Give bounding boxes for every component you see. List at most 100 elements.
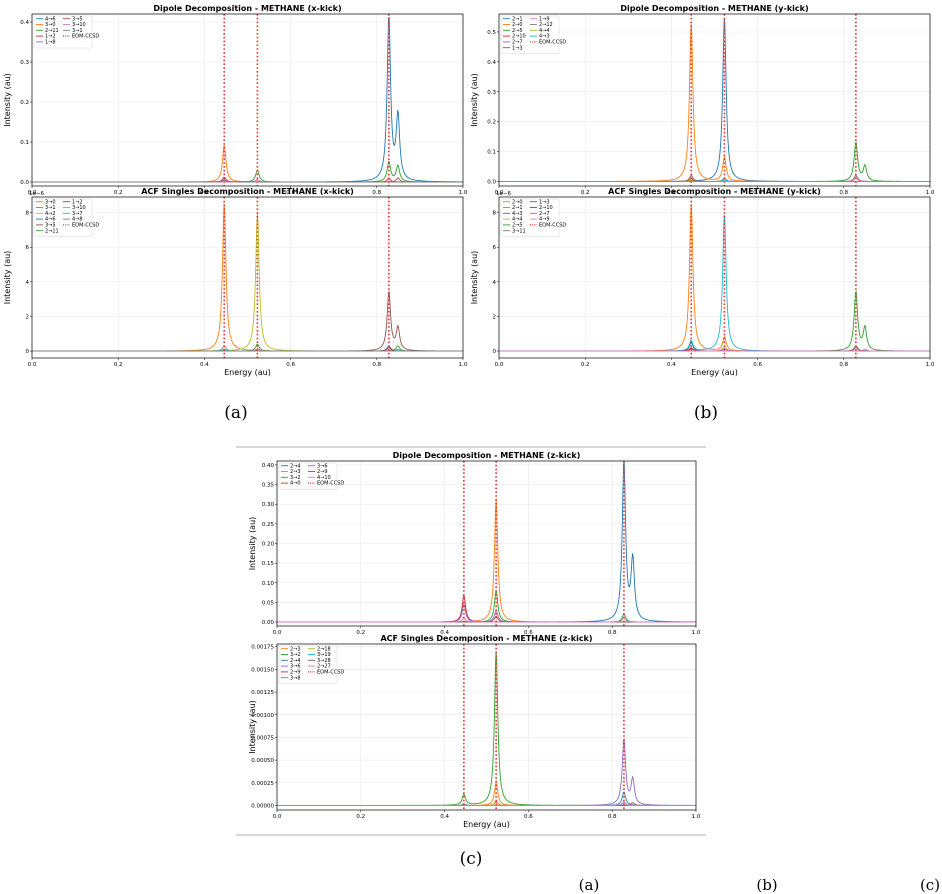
c-bottom-series-0 bbox=[277, 781, 696, 806]
a-top-series-7 bbox=[32, 179, 463, 183]
b-bottom-y-exponent: 1e−6 bbox=[496, 191, 511, 197]
b-bottom-ytick-label-1: 2 bbox=[493, 314, 497, 320]
c-top-ytick-label-1: 0.05 bbox=[262, 600, 275, 606]
a-bottom-legend-label-8: 3→7 bbox=[72, 211, 83, 217]
a-bottom-legend-label-9: 4→8 bbox=[72, 217, 83, 223]
b-top-legend-label-4: 2→7 bbox=[512, 40, 523, 46]
caption-ref-b: (b) bbox=[756, 876, 777, 894]
c-bottom-ytick-label-0: 0.00000 bbox=[251, 803, 274, 809]
b-top-legend-label-1: 2→0 bbox=[512, 22, 523, 28]
a-top-ylabel: Intensity (au) bbox=[3, 73, 12, 127]
b-top-legend-label-3: 2→10 bbox=[512, 34, 526, 40]
b-bottom-xtick-label-5: 1.0 bbox=[926, 362, 935, 368]
a-bottom-ytick-label-4: 8 bbox=[26, 211, 30, 217]
c-bottom-legend-label-8: 3→28 bbox=[317, 658, 331, 664]
a-top-legend-label-4: 1→8 bbox=[45, 40, 56, 46]
sublabel-c: (c) bbox=[460, 849, 483, 869]
a-bottom-axes-frame bbox=[31, 196, 464, 359]
b-top-ytick-label-0: 0.0 bbox=[487, 180, 496, 186]
a-top-legend-label-7: 3→1 bbox=[72, 28, 83, 34]
b-bottom-ytick-label-3: 6 bbox=[493, 245, 497, 251]
b-bottom-legend-label-0: 2→0 bbox=[512, 199, 523, 205]
b-bottom-series-4 bbox=[499, 290, 930, 352]
b-bottom-legend-label-5: 3→11 bbox=[512, 228, 526, 234]
a-top-xtick-label-5: 1.0 bbox=[459, 190, 468, 196]
c-bottom-xtick-label-3: 0.6 bbox=[524, 814, 533, 820]
c-bottom-legend-label-4: 2→9 bbox=[290, 670, 301, 676]
c-top-xtick-label-4: 0.8 bbox=[608, 630, 617, 636]
a-top-ytick-label-2: 0.2 bbox=[20, 100, 29, 106]
c-top-legend-label-7: EOM-CCSD bbox=[317, 481, 344, 487]
c-bottom-xtick-label-0: 0.0 bbox=[273, 814, 282, 820]
c-bottom-xtick-label-5: 1.0 bbox=[692, 814, 701, 820]
c-bottom-ytick-label-2: 0.00050 bbox=[251, 758, 274, 764]
c-bottom-legend-label-1: 3→2 bbox=[290, 652, 301, 658]
b-bottom-series-1 bbox=[499, 214, 930, 352]
c-top-ytick-label-0: 0.00 bbox=[262, 620, 275, 626]
a-top-legend-label-2: 2→11 bbox=[45, 28, 59, 34]
b-top-series-9 bbox=[499, 179, 930, 182]
a-bottom-ylabel: Intensity (au) bbox=[3, 251, 12, 305]
b-top-legend-label-10: EOM-CCSD bbox=[539, 40, 566, 46]
b-top-title: Dipole Decomposition - METHANE (y-kick) bbox=[620, 4, 808, 13]
a-top-axes-frame bbox=[31, 13, 464, 187]
c-bottom-ytick-label-6: 0.00150 bbox=[251, 667, 274, 673]
c-bottom-legend-label-6: 2→18 bbox=[317, 646, 331, 652]
c-top-legend-label-3: 4→0 bbox=[290, 481, 301, 487]
c-top-ytick-label-2: 0.10 bbox=[262, 581, 275, 587]
a-top-legend-label-1: 3→0 bbox=[45, 22, 56, 28]
sublabel-b: (b) bbox=[694, 403, 718, 423]
c-bottom-title: ACF Singles Decomposition - METHANE (z-k… bbox=[380, 634, 592, 643]
c-bottom-series-3 bbox=[277, 738, 696, 806]
a-top-series-1 bbox=[32, 145, 463, 183]
a-top-legend-label-8: EOM-CCSD bbox=[72, 34, 99, 40]
b-top-xtick-label-1: 0.2 bbox=[581, 190, 590, 196]
c-bottom-legend-box bbox=[278, 645, 338, 684]
a-bottom-legend-label-6: 1→2 bbox=[72, 199, 83, 205]
b-bottom-xtick-label-0: 0.0 bbox=[495, 362, 504, 368]
b-bottom-xlabel: Energy (au) bbox=[691, 368, 738, 377]
b-bottom-legend-label-10: EOM-CCSD bbox=[539, 223, 566, 229]
c-bottom-xtick-label-2: 0.4 bbox=[440, 814, 449, 820]
a-bottom-xtick-label-2: 0.4 bbox=[200, 362, 209, 368]
b-top-legend-label-5: 1→3 bbox=[512, 45, 523, 51]
c-bottom-legend-label-2: 2→4 bbox=[290, 658, 301, 664]
c-bottom-legend-label-7: 3→19 bbox=[317, 652, 331, 658]
b-bottom-legend-label-6: 1→3 bbox=[539, 199, 550, 205]
b-top-xtick-label-5: 1.0 bbox=[926, 190, 935, 196]
b-top-ytick-label-4: 0.4 bbox=[487, 60, 496, 66]
c-top-ytick-label-6: 0.30 bbox=[262, 502, 275, 508]
b-bottom-legend-label-8: 2→7 bbox=[539, 211, 550, 217]
c-bottom-legend-label-0: 2→3 bbox=[290, 646, 301, 652]
b-top-legend-label-8: 4→4 bbox=[539, 28, 550, 34]
c-bottom-ytick-label-7: 0.00175 bbox=[251, 645, 274, 651]
a-bottom-legend-label-10: EOM-CCSD bbox=[72, 223, 99, 229]
b-bottom-title: ACF Singles Decomposition - METHANE (y-k… bbox=[608, 187, 821, 196]
b-top-series-1 bbox=[499, 23, 930, 182]
c-bottom-xtick-label-4: 0.8 bbox=[608, 814, 617, 820]
c-bottom-legend-label-3: 3→6 bbox=[290, 664, 301, 670]
a-top-series-2 bbox=[32, 160, 463, 183]
b-bottom-ytick-label-4: 8 bbox=[493, 211, 497, 217]
b-top-series-2 bbox=[499, 141, 930, 182]
a-bottom-xtick-label-1: 0.2 bbox=[114, 362, 123, 368]
sublabel-a: (a) bbox=[224, 403, 247, 423]
c-bottom-xlabel: Energy (au) bbox=[463, 820, 510, 829]
c-top-xtick-label-5: 1.0 bbox=[692, 630, 701, 636]
a-bottom-y-exponent: 1e−6 bbox=[29, 191, 44, 197]
b-bottom-legend-label-1: 2→1 bbox=[512, 205, 523, 211]
c-bottom-ytick-label-4: 0.00100 bbox=[251, 713, 274, 719]
a-top-title: Dipole Decomposition - METHANE (x-kick) bbox=[153, 4, 341, 13]
b-top-xtick-label-0: 0.0 bbox=[495, 190, 504, 196]
a-bottom-legend-label-1: 3→1 bbox=[45, 205, 56, 211]
c-top-legend-label-0: 2→4 bbox=[290, 463, 301, 469]
c-top-series-6 bbox=[277, 617, 696, 623]
c-top-xtick-label-0: 0.0 bbox=[273, 630, 282, 636]
a-top-legend-box bbox=[33, 15, 93, 49]
c-bottom-axes-frame bbox=[276, 643, 697, 811]
a-bottom-xtick-label-3: 0.6 bbox=[286, 362, 295, 368]
b-bottom-legend-label-2: 4→3 bbox=[512, 211, 523, 217]
c-top-ytick-label-7: 0.35 bbox=[262, 483, 275, 489]
a-bottom-series-9 bbox=[32, 348, 463, 352]
b-bottom-xtick-label-1: 0.2 bbox=[581, 362, 590, 368]
